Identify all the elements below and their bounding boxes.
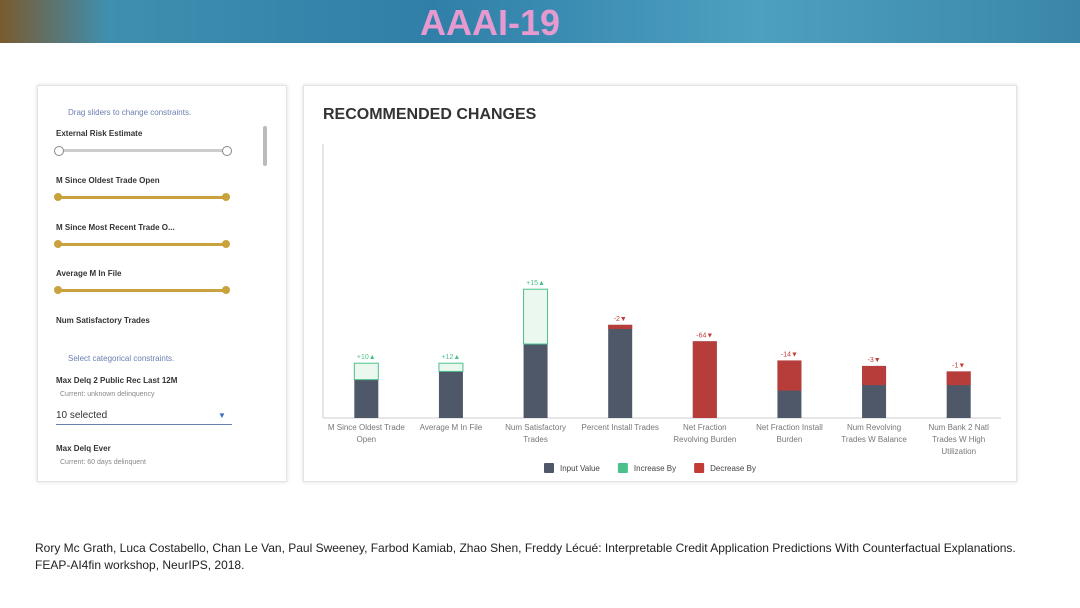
x-tick-label: Num Bank 2 Natl Trades W High Utilizatio…: [928, 423, 989, 456]
slider-knob[interactable]: [222, 240, 230, 248]
slider-label: M Since Most Recent Trade O...: [56, 223, 175, 232]
x-tick-label: Percent Install Trades: [581, 423, 659, 432]
dropdown-arrow[interactable]: ▼: [218, 411, 226, 420]
change-label: -14▼: [781, 351, 798, 358]
constraints-panel: Drag sliders to change constraints. Exte…: [37, 85, 287, 482]
bar-input: [438, 371, 463, 418]
banner-title: AAAI-19: [419, 2, 561, 43]
bar-input: [608, 324, 633, 418]
slider-knob[interactable]: [54, 193, 62, 201]
x-tick-label: M Since Oldest Trade Open: [327, 423, 405, 444]
dropdown[interactable]: 10 selected: [56, 410, 232, 425]
slider-hint: Drag sliders to change constraints.: [68, 108, 192, 117]
banner: AAAI-19: [0, 0, 1080, 43]
bar-increase: [353, 362, 379, 381]
slider-label: External Risk Estimate: [56, 129, 143, 138]
x-tick-label: Average M In File: [419, 423, 483, 432]
chart-title: RECOMMENDED CHANGES: [323, 106, 537, 123]
slider-knob[interactable]: [222, 286, 230, 294]
x-tick-label: Net Fraction Revolving Burden: [673, 423, 737, 444]
slider-label: Num Satisfactory Trades: [56, 316, 150, 325]
legend-swatch: [617, 463, 628, 473]
chart: RECOMMENDED CHANGES +10▲ +12▲ +15▲ -2▼ -64▼ -…: [322, 106, 1001, 473]
slider-knob[interactable]: [54, 286, 62, 294]
slider-track: [56, 243, 226, 246]
slider-track: [56, 149, 226, 152]
categorical-current: Current: unknown delinquency: [60, 391, 155, 398]
slider-label: Average M In File: [56, 269, 122, 278]
change-label: +12▲: [442, 354, 461, 361]
scrollbar[interactable]: [263, 126, 267, 166]
slider-knob[interactable]: [222, 146, 232, 156]
slider-knob[interactable]: [54, 146, 64, 156]
bar-decrease: [946, 371, 971, 386]
change-label: -2▼: [614, 316, 627, 323]
categorical-hint: Select categorical constraints.: [68, 354, 175, 363]
slider-track: [56, 196, 226, 199]
slider-label: M Since Oldest Trade Open: [56, 176, 160, 185]
legend-swatch: [544, 463, 554, 473]
slider-track: [56, 289, 226, 292]
slider-knob[interactable]: [222, 193, 230, 201]
slider-knob[interactable]: [54, 240, 62, 248]
change-label: -64▼: [696, 332, 713, 339]
bar-input: [523, 344, 548, 418]
legend-swatch: [694, 463, 705, 473]
bar-decrease: [608, 324, 633, 329]
change-label: -1▼: [952, 362, 965, 369]
categorical-label: Max Delq Ever: [56, 444, 111, 453]
x-tick-label: Num Satisfactory Trades: [505, 423, 567, 444]
chart-panel: RECOMMENDED CHANGES +10▲ +12▲ +15▲ -2▼ -64▼ -…: [303, 85, 1017, 482]
bar-decrease: [777, 360, 802, 391]
bar-increase: [523, 288, 549, 345]
bar-decrease: [862, 365, 887, 386]
legend-label: Decrease By: [710, 464, 756, 473]
categorical-label: Max Delq 2 Public Rec Last 12M: [56, 376, 178, 385]
bar-increase: [438, 362, 464, 372]
categorical-current: Current: 60 days delinquent: [60, 459, 146, 466]
citation: FEAP-AI4fin workshop, NeurIPS, 2018.: [35, 558, 245, 572]
x-tick-label: Num Revolving Trades W Balance: [841, 423, 907, 444]
change-label: +15▲: [526, 280, 545, 287]
change-label: -3▼: [867, 357, 880, 364]
legend-label: Increase By: [634, 464, 676, 473]
change-label: +10▲: [357, 354, 376, 361]
bar-input: [354, 379, 379, 418]
bar-decrease: [692, 341, 717, 418]
x-tick-label: Net Fraction Install Burden: [756, 423, 823, 444]
legend-label: Input Value: [560, 464, 600, 473]
citation: Rory Mc Grath, Luca Costabello, Chan Le …: [35, 541, 1016, 555]
